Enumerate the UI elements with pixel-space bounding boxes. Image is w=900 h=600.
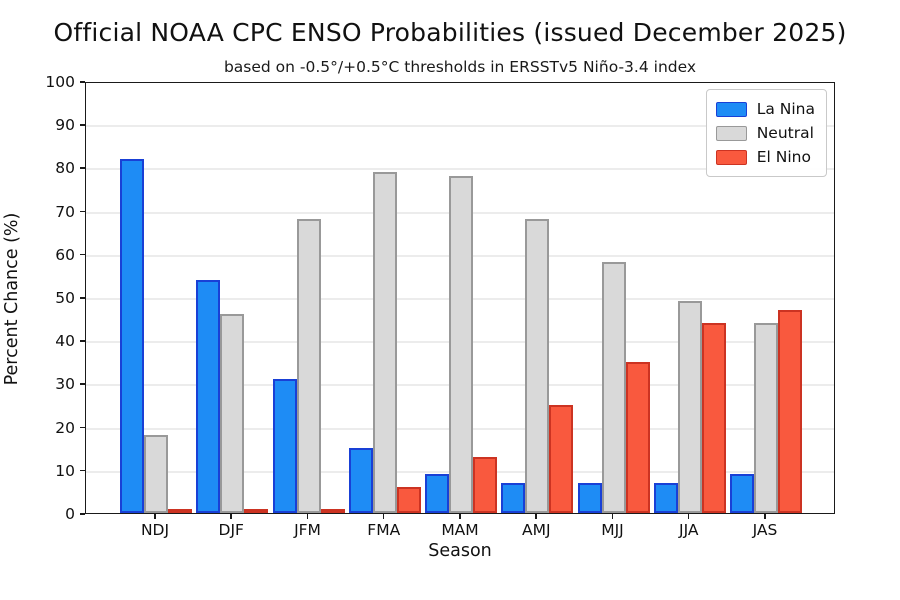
- legend: La Nina Neutral El Nino: [705, 89, 827, 177]
- gridline-90: [86, 125, 834, 128]
- legend-item-neutral: Neutral: [715, 121, 815, 145]
- bar-la-nina-fma: [348, 448, 373, 513]
- y-tick-mark-60: [80, 253, 85, 256]
- y-tick-mark-90: [80, 124, 85, 126]
- bar-neutral-jfm: [296, 219, 321, 513]
- y-tick-mark-10: [80, 469, 85, 472]
- y-tick-label-60: 60: [55, 245, 75, 264]
- bar-el-nino-mam: [473, 456, 497, 513]
- bar-el-nino-ndj: [168, 509, 192, 513]
- y-tick-mark-30: [80, 383, 85, 385]
- bar-el-nino-jja: [701, 322, 726, 513]
- bar-la-nina-amj: [501, 482, 526, 513]
- bar-la-nina-jja: [653, 482, 678, 513]
- bar-el-nino-mjj: [625, 361, 650, 513]
- x-tick-mark-mam: [459, 514, 461, 519]
- y-tick-label-30: 30: [55, 375, 75, 394]
- x-tick-label-mjj: MJJ: [601, 521, 624, 539]
- bar-neutral-jas: [754, 322, 778, 513]
- x-tick-mark-amj: [535, 514, 537, 519]
- y-tick-mark-0: [80, 513, 85, 515]
- bar-la-nina-mam: [425, 474, 449, 513]
- legend-swatch-la-nina: [715, 101, 747, 117]
- gridline-80: [86, 168, 834, 171]
- bar-el-nino-amj: [549, 405, 574, 513]
- x-tick-mark-djf: [230, 514, 232, 519]
- y-tick-mark-70: [80, 210, 85, 213]
- bar-neutral-jja: [677, 301, 702, 513]
- x-tick-mark-jja: [687, 514, 690, 519]
- bar-la-nina-jas: [730, 474, 754, 513]
- y-tick-label-50: 50: [55, 289, 75, 307]
- y-tick-mark-40: [80, 340, 85, 342]
- x-tick-label-jfm: JFM: [294, 521, 321, 539]
- bar-el-nino-fma: [396, 487, 421, 513]
- legend-label-el-nino: El Nino: [756, 148, 811, 166]
- bar-neutral-amj: [525, 219, 550, 513]
- y-axis-label: Percent Chance (%): [2, 212, 22, 386]
- y-tick-label-0: 0: [65, 505, 75, 523]
- bar-neutral-djf: [220, 314, 245, 513]
- bar-la-nina-djf: [196, 279, 221, 513]
- x-tick-label-djf: DJF: [218, 521, 244, 539]
- bar-el-nino-jas: [778, 309, 802, 513]
- legend-swatch-neutral: [715, 125, 747, 141]
- y-tick-label-20: 20: [55, 418, 75, 437]
- x-tick-mark-ndj: [154, 514, 156, 519]
- x-axis-label: Season: [428, 541, 492, 561]
- x-tick-label-ndj: NDJ: [140, 521, 170, 539]
- x-tick-mark-mjj: [611, 514, 614, 519]
- bar-la-nina-mjj: [577, 482, 602, 513]
- y-tick-label-70: 70: [55, 202, 75, 221]
- bar-neutral-ndj: [144, 435, 168, 513]
- legend-item-el-nino: El Nino: [715, 145, 815, 169]
- y-tick-mark-50: [80, 297, 85, 299]
- y-tick-mark-80: [80, 167, 85, 169]
- x-tick-label-jja: JJA: [679, 521, 699, 539]
- x-tick-label-fma: FMA: [367, 521, 401, 539]
- y-tick-label-10: 10: [55, 461, 75, 480]
- plot-area: La Nina Neutral El Nino: [85, 82, 835, 514]
- bar-la-nina-ndj: [120, 158, 144, 513]
- y-tick-label-90: 90: [55, 116, 75, 135]
- y-tick-label-80: 80: [55, 159, 75, 178]
- chart-title: Official NOAA CPC ENSO Probabilities (is…: [53, 18, 847, 47]
- y-tick-mark-20: [80, 426, 85, 429]
- bar-la-nina-jfm: [272, 379, 297, 513]
- y-tick-label-100: 100: [45, 73, 75, 91]
- x-tick-mark-jas: [764, 514, 766, 519]
- legend-item-la-nina: La Nina: [715, 97, 815, 121]
- bar-neutral-fma: [372, 171, 397, 513]
- bar-el-nino-jfm: [320, 508, 345, 513]
- legend-swatch-el-nino: [715, 149, 747, 165]
- x-tick-label-amj: AMJ: [521, 521, 551, 539]
- y-tick-mark-100: [80, 81, 85, 83]
- y-tick-label-40: 40: [55, 332, 75, 351]
- x-tick-label-jas: JAS: [752, 521, 778, 539]
- bar-neutral-mjj: [601, 262, 626, 513]
- x-tick-label-mam: MAM: [441, 521, 479, 539]
- chart-subtitle: based on -0.5°/+0.5°C thresholds in ERSS…: [223, 58, 697, 76]
- x-tick-mark-fma: [382, 514, 385, 519]
- legend-label-la-nina: La Nina: [756, 100, 815, 118]
- x-tick-mark-jfm: [306, 514, 309, 519]
- bar-neutral-mam: [449, 176, 473, 513]
- legend-label-neutral: Neutral: [756, 124, 814, 142]
- bar-el-nino-djf: [244, 509, 269, 513]
